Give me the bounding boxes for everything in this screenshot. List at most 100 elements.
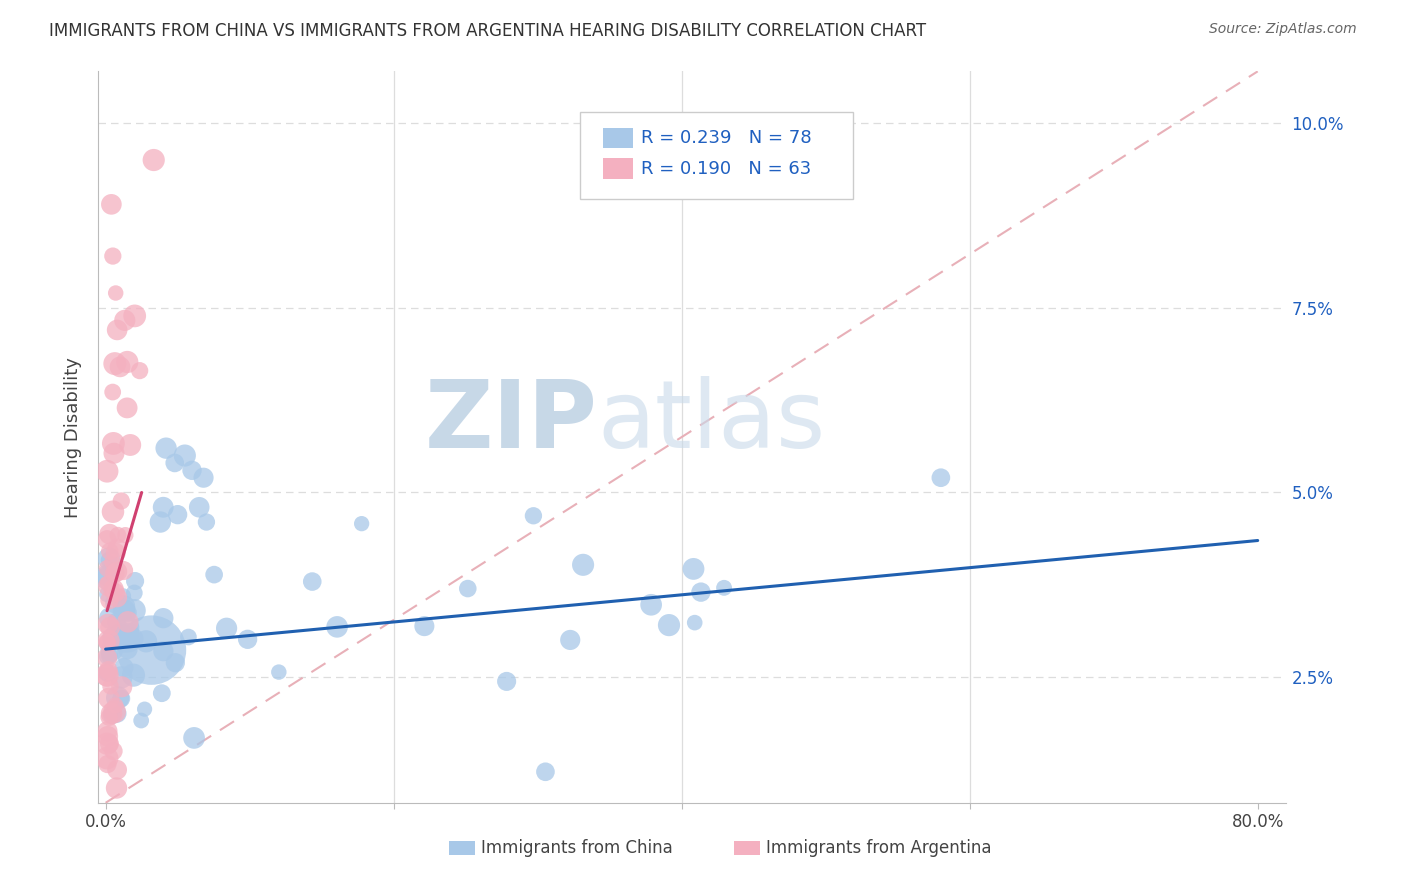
Point: [152, 500, 174, 515]
Point: [101, 555, 124, 569]
Point: [534, 764, 557, 779]
Point: [457, 582, 479, 596]
Point: [96, 737, 118, 751]
Point: [640, 598, 662, 612]
Point: [188, 500, 211, 515]
Point: [236, 632, 259, 647]
Point: [326, 620, 349, 634]
Point: [110, 691, 132, 706]
Point: [690, 585, 713, 599]
Point: [572, 558, 595, 572]
Point: [112, 603, 135, 617]
Point: [96, 635, 118, 649]
Point: [96, 651, 118, 665]
Point: [141, 643, 163, 657]
Point: [120, 438, 142, 452]
Point: [104, 566, 127, 580]
Point: [117, 642, 139, 657]
Point: [110, 670, 132, 684]
Point: [105, 323, 128, 337]
Point: [114, 528, 136, 542]
Point: [117, 615, 139, 629]
FancyBboxPatch shape: [603, 159, 633, 179]
Point: [195, 515, 218, 529]
Text: ZIP: ZIP: [425, 376, 598, 468]
Point: [98, 553, 121, 567]
Point: [658, 618, 681, 632]
Point: [103, 705, 125, 719]
Point: [101, 505, 124, 519]
Point: [114, 636, 136, 650]
Point: [104, 546, 127, 560]
Point: [101, 631, 124, 645]
Point: [683, 615, 706, 630]
Point: [103, 582, 125, 597]
Point: [97, 633, 120, 648]
Point: [202, 567, 225, 582]
Point: [97, 663, 120, 677]
Text: Immigrants from Argentina: Immigrants from Argentina: [766, 839, 991, 857]
Point: [100, 679, 122, 693]
Point: [114, 313, 136, 327]
Point: [105, 565, 128, 579]
Point: [112, 564, 135, 578]
Point: [97, 649, 120, 664]
Point: [97, 617, 120, 632]
Point: [560, 632, 582, 647]
Point: [134, 702, 156, 716]
Point: [98, 710, 121, 724]
Point: [98, 544, 121, 558]
Point: [682, 562, 704, 576]
Point: [118, 635, 141, 649]
FancyBboxPatch shape: [579, 112, 853, 200]
Point: [117, 633, 139, 648]
Point: [98, 737, 121, 751]
Point: [124, 603, 146, 617]
Point: [117, 355, 139, 369]
Point: [155, 441, 177, 455]
Point: [96, 666, 118, 681]
Point: [118, 625, 141, 640]
Point: [522, 508, 544, 523]
Point: [165, 656, 187, 670]
Point: [112, 660, 135, 674]
Point: [98, 527, 121, 541]
Point: [96, 665, 118, 680]
FancyBboxPatch shape: [734, 841, 761, 855]
Point: [163, 456, 186, 470]
Point: [193, 471, 215, 485]
Point: [107, 690, 129, 705]
Point: [152, 611, 174, 625]
Point: [96, 561, 118, 575]
Point: [100, 197, 122, 211]
Point: [97, 551, 120, 566]
Point: [96, 669, 118, 683]
Point: [104, 585, 127, 599]
Point: [124, 586, 146, 600]
Point: [183, 731, 205, 745]
Point: [105, 763, 128, 777]
Point: [108, 359, 131, 374]
Point: [129, 714, 152, 728]
Point: [104, 698, 127, 713]
Point: [495, 674, 517, 689]
Point: [98, 611, 121, 625]
Point: [117, 606, 139, 620]
Point: [128, 364, 150, 378]
Point: [105, 780, 128, 795]
Point: [122, 668, 145, 682]
Point: [301, 574, 323, 589]
Point: [215, 621, 238, 635]
Point: [103, 446, 125, 460]
Point: [111, 680, 134, 694]
Text: Immigrants from China: Immigrants from China: [481, 839, 672, 857]
Text: R = 0.190   N = 63: R = 0.190 N = 63: [641, 160, 811, 178]
Point: [713, 581, 735, 595]
Point: [177, 630, 200, 644]
Point: [101, 385, 124, 400]
Point: [117, 620, 139, 634]
Y-axis label: Hearing Disability: Hearing Disability: [65, 357, 83, 517]
Point: [104, 596, 127, 610]
Point: [142, 153, 165, 167]
Point: [103, 436, 125, 450]
